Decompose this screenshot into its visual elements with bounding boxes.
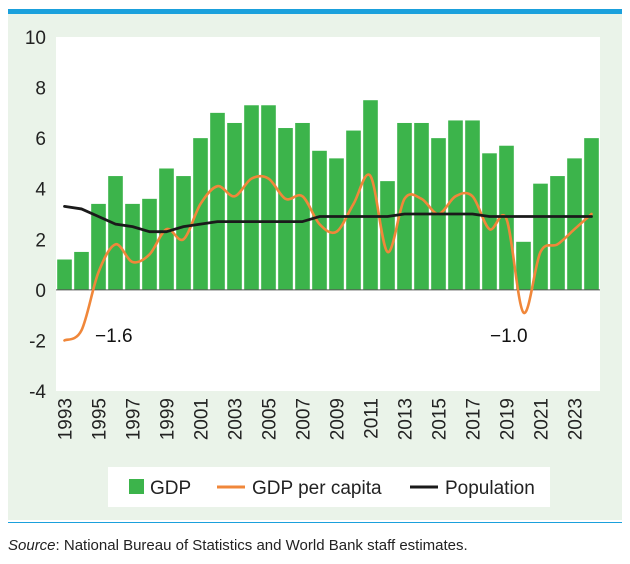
x-tick-label: 1999 (158, 398, 179, 440)
gdp-bar (261, 105, 276, 290)
x-tick-label: 2009 (328, 398, 349, 440)
gdp-bar (380, 181, 395, 290)
gdp-bar (176, 176, 191, 290)
gdp-bar (397, 122, 412, 290)
y-tick-label: 10 (25, 28, 46, 49)
y-tick-label: 4 (35, 180, 46, 201)
x-tick-label: 1997 (124, 398, 145, 440)
gdp-bar (414, 122, 429, 290)
gdp-bar (346, 130, 361, 290)
source-label: Source (8, 537, 56, 554)
gdp-bar (363, 100, 378, 290)
growth-chart: 10 8 6 4 2 0 -2 -4 1993 1995 1997 1999 2001 2003 2005… (25, 28, 600, 507)
top-accent-bar (8, 9, 622, 14)
data-annotation: −1.6 (95, 326, 133, 347)
population-line (63, 205, 593, 234)
gdp-bar (108, 176, 123, 290)
x-tick-label: 2005 (260, 398, 281, 440)
gdp-bar (74, 251, 89, 290)
source-text: : National Bureau of Statistics and Worl… (55, 537, 468, 554)
gdp-bar (482, 153, 497, 290)
gdp-bar (193, 138, 208, 290)
gdp-bar (295, 122, 310, 290)
legend-label: GDP (150, 478, 191, 499)
gdp-bar (516, 241, 531, 290)
x-tick-label: 2017 (464, 398, 485, 440)
x-tick-label: 2013 (396, 398, 417, 440)
x-tick-label: 2003 (226, 398, 247, 440)
gdp-bar (244, 105, 259, 290)
gdp-bar (227, 122, 242, 290)
gdp-bar (142, 198, 157, 290)
gdp-bar (329, 158, 344, 290)
legend-swatch-gdp (129, 479, 144, 494)
x-tick-label: 2021 (532, 398, 553, 440)
gdp-bar (278, 128, 293, 290)
x-tick-label: 2015 (430, 398, 451, 440)
x-tick-label: 2019 (498, 398, 519, 440)
y-tick-label: -2 (29, 331, 46, 352)
legend-label: Population (445, 478, 535, 499)
gdp-bar (465, 120, 480, 290)
data-annotation: −1.0 (490, 326, 528, 347)
gdp-bar (91, 203, 106, 290)
y-tick-label: 0 (35, 281, 46, 302)
gdp-per-capita-line (63, 173, 593, 342)
x-tick-label: 1995 (90, 398, 111, 440)
gdp-bar (210, 112, 225, 290)
x-tick-label: 2007 (294, 398, 315, 440)
gdp-bar (312, 150, 327, 290)
gdp-bar (448, 120, 463, 290)
x-tick-label: 1993 (56, 398, 77, 440)
source-note: Source: National Bureau of Statistics an… (8, 537, 468, 554)
gdp-bar (57, 259, 72, 290)
legend-label: GDP per capita (252, 478, 382, 499)
y-tick-label: 2 (35, 230, 46, 251)
gdp-bar (125, 203, 140, 290)
gdp-bar (550, 176, 565, 290)
x-tick-label: 2023 (566, 398, 587, 440)
y-tick-label: -4 (29, 382, 46, 403)
gdp-bar (567, 158, 582, 290)
x-tick-label: 2011 (362, 398, 383, 439)
x-tick-label: 2001 (192, 398, 213, 440)
y-tick-label: 6 (35, 129, 46, 150)
y-tick-label: 8 (35, 79, 46, 100)
legend-box (108, 467, 550, 507)
bottom-rule (8, 522, 622, 523)
